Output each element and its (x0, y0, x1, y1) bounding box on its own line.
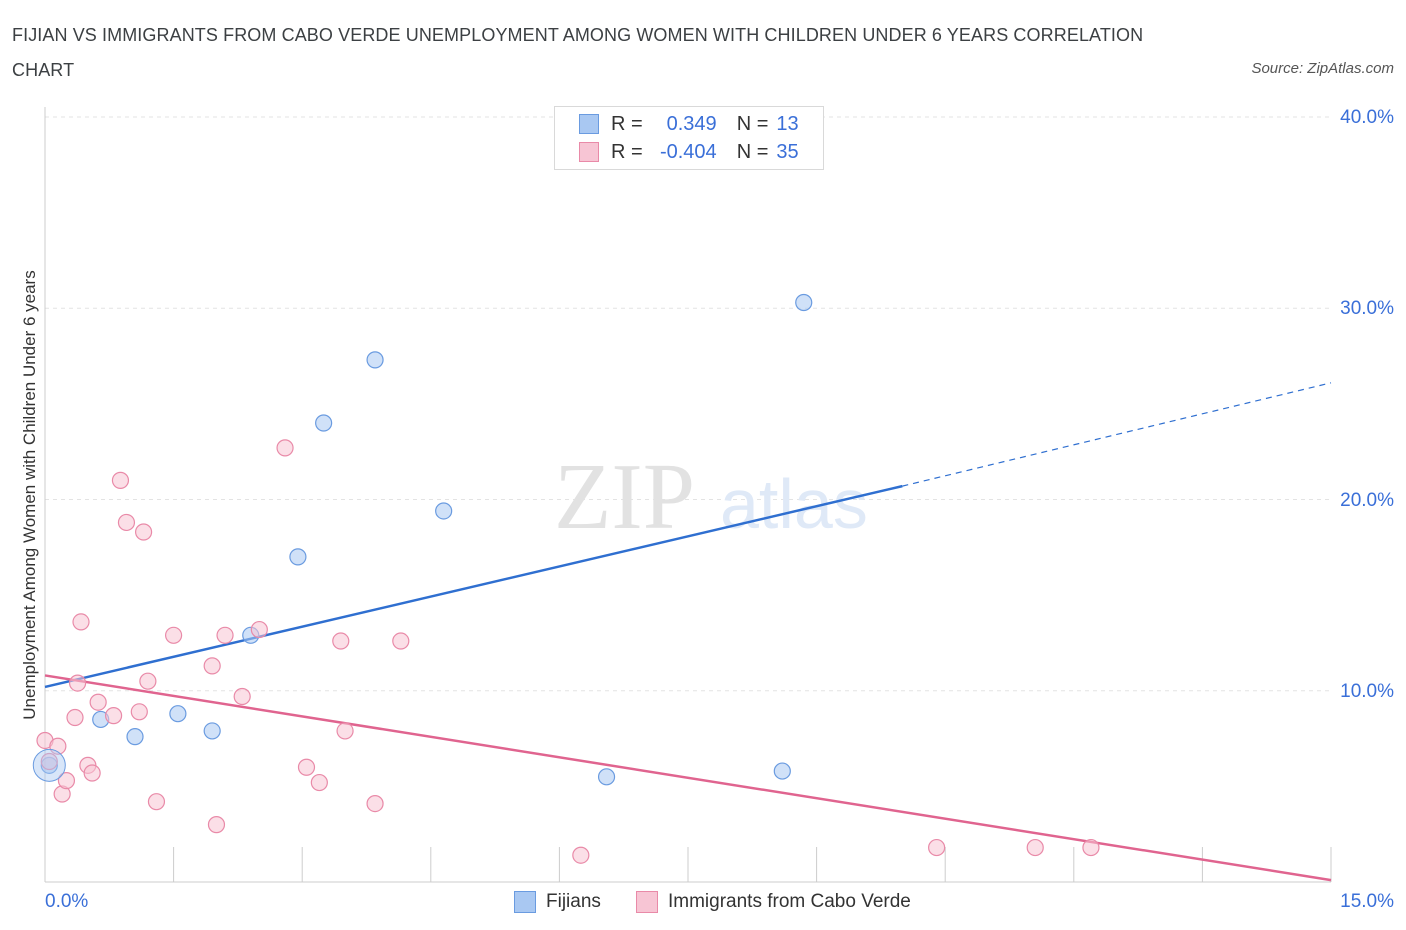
data-point (72, 613, 90, 631)
trend-line-cabo-verde (44, 674, 1332, 882)
data-points (32, 293, 1100, 864)
data-point (66, 708, 84, 727)
data-point (928, 838, 946, 857)
data-point (40, 752, 58, 771)
data-point (233, 687, 251, 706)
data-point (435, 502, 453, 520)
data-point (276, 439, 294, 457)
data-point (216, 626, 234, 644)
y-tick-label: 30.0% (1340, 298, 1394, 320)
data-point (134, 523, 153, 541)
watermark-atlas: atlas (720, 465, 868, 543)
data-point (104, 707, 123, 725)
data-point (89, 693, 107, 711)
data-point (111, 471, 130, 489)
data-point (310, 773, 328, 792)
data-point (315, 414, 333, 432)
legend-row-cabo-verde: R = -0.404 N = 35 (579, 139, 799, 165)
data-point (795, 293, 813, 312)
data-point (83, 764, 101, 782)
series-0 (40, 293, 813, 786)
watermark-zip: ZIP (554, 445, 695, 549)
data-point (773, 762, 791, 780)
n-value: 35 (776, 140, 799, 163)
x-tick-label: 0.0% (45, 891, 89, 912)
legend-swatch-fijians (579, 114, 599, 134)
y-tick-label: 20.0% (1340, 489, 1394, 511)
r-value: 0.349 (666, 112, 717, 135)
data-point (139, 672, 157, 690)
r-value: -0.404 (659, 140, 717, 163)
bottom-legend-label-fijians: Fijians (546, 891, 601, 912)
bottom-legend-swatch-fijians (514, 891, 536, 913)
trend-lines (44, 382, 1332, 882)
data-point (126, 728, 144, 746)
data-point (117, 513, 136, 532)
chart-title: FIJIAN VS IMMIGRANTS FROM CABO VERDE UNE… (12, 25, 1144, 80)
data-point (130, 703, 148, 721)
bottom-legend-label-cabo-verde: Immigrants from Cabo Verde (668, 891, 911, 912)
n-label: N = (736, 112, 769, 135)
data-point (366, 351, 384, 369)
n-label: N = (736, 140, 769, 163)
series-1 (36, 439, 1100, 864)
y-tick-label: 10.0% (1340, 680, 1394, 702)
data-point (203, 722, 221, 740)
data-point (572, 846, 590, 864)
y-axis-label: Unemployment Among Women with Children U… (20, 270, 39, 720)
r-label: R = (611, 140, 643, 163)
y-tick-label: 40.0% (1340, 107, 1394, 128)
data-point (250, 620, 268, 639)
n-value: 13 (776, 112, 799, 135)
data-point (366, 794, 384, 813)
data-point (147, 793, 166, 811)
data-point (597, 768, 616, 786)
data-point (297, 758, 316, 776)
data-point (289, 548, 307, 566)
r-label: R = (611, 112, 643, 135)
legend-swatch-cabo-verde (579, 142, 599, 162)
data-point (169, 705, 187, 723)
data-point (207, 816, 226, 834)
bottom-legend-cabo-verde: Immigrants from Cabo Verde (636, 890, 911, 914)
data-point (57, 772, 76, 790)
data-point-cluster (32, 748, 66, 782)
trend-line-fijians-extension (902, 382, 1332, 487)
bottom-legend-swatch-cabo-verde (636, 891, 658, 913)
data-point (1082, 838, 1100, 857)
gridlines (45, 116, 1331, 692)
bottom-legend-fijians: Fijians (514, 890, 601, 914)
data-point (165, 626, 183, 644)
data-point (332, 632, 350, 650)
axes (44, 107, 1332, 883)
source-label: Source: ZipAtlas.com (1251, 60, 1394, 77)
data-point (1026, 838, 1044, 857)
data-point (203, 657, 221, 675)
data-point (68, 674, 87, 692)
x-tick-label: 15.0% (1340, 891, 1394, 912)
correlation-legend: R = 0.349 N = 13 R = -0.404 N = 35 (554, 106, 824, 170)
data-point (392, 632, 410, 650)
legend-row-fijians: R = 0.349 N = 13 (579, 111, 799, 137)
data-point (336, 722, 354, 740)
watermark: ZIP atlas (554, 445, 868, 549)
trend-line-fijians (44, 484, 903, 689)
